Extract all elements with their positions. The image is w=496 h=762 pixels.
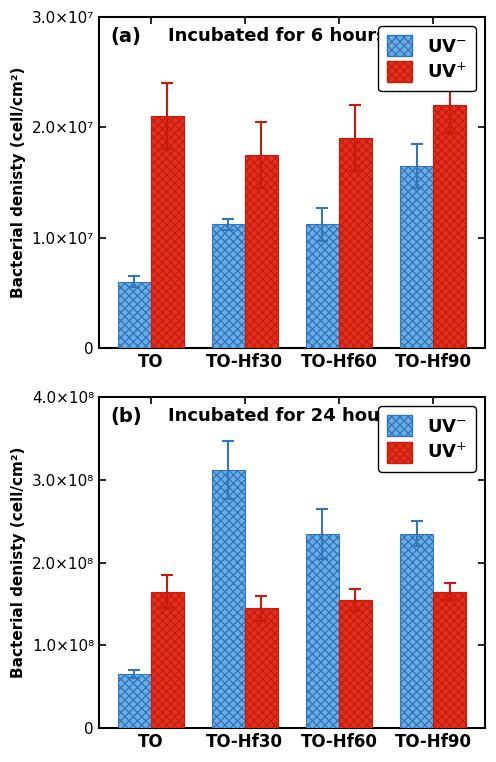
Bar xyxy=(339,600,372,728)
Bar xyxy=(212,224,245,347)
Bar xyxy=(400,166,433,347)
Bar xyxy=(118,282,151,347)
Y-axis label: Bacterial denisty (cell/cm²): Bacterial denisty (cell/cm²) xyxy=(11,447,26,678)
Bar xyxy=(151,117,184,347)
Bar xyxy=(400,534,433,728)
Bar xyxy=(306,224,339,347)
Text: (b): (b) xyxy=(111,408,142,426)
Text: Incubated for 24 hours: Incubated for 24 hours xyxy=(168,408,400,425)
Bar xyxy=(151,591,184,728)
Legend: UV$^{-}$, UV$^{+}$: UV$^{-}$, UV$^{+}$ xyxy=(378,26,476,91)
Bar xyxy=(306,534,339,728)
Bar xyxy=(245,155,278,347)
Bar xyxy=(212,470,245,728)
Bar xyxy=(433,105,466,347)
Bar xyxy=(433,591,466,728)
Text: Incubated for 6 hours: Incubated for 6 hours xyxy=(168,27,387,45)
Text: (a): (a) xyxy=(111,27,141,46)
Y-axis label: Bacterial denisty (cell/cm²): Bacterial denisty (cell/cm²) xyxy=(11,67,26,298)
Bar xyxy=(118,674,151,728)
Bar xyxy=(339,139,372,347)
Legend: UV$^{-}$, UV$^{+}$: UV$^{-}$, UV$^{+}$ xyxy=(378,406,476,472)
Bar xyxy=(245,608,278,728)
